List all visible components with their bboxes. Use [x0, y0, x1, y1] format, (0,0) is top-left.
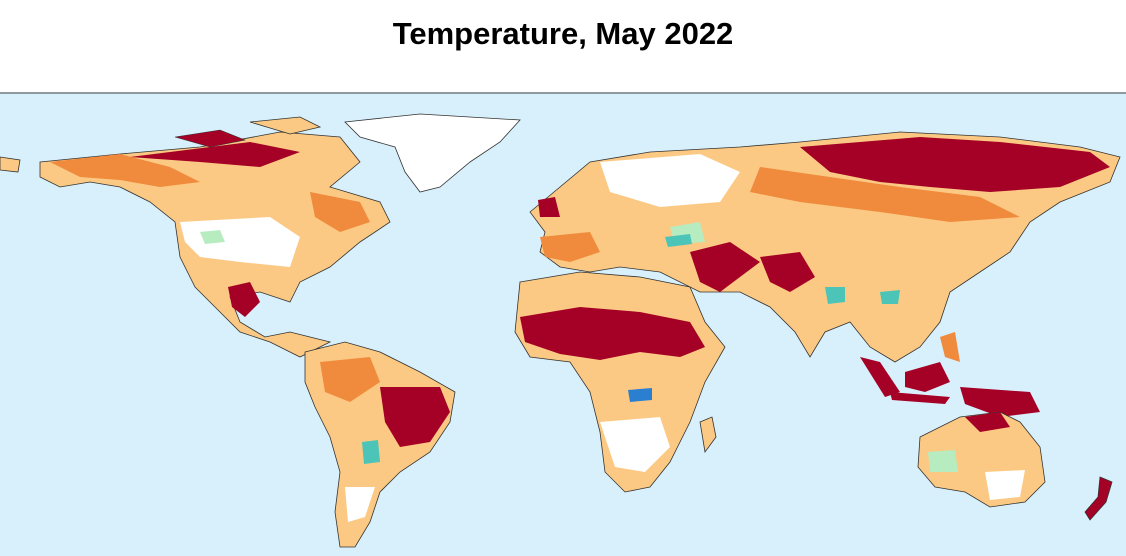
africa — [514, 271, 726, 493]
arctic-island — [174, 129, 247, 148]
south-america — [304, 341, 456, 548]
north-america — [39, 131, 391, 358]
maritime-asia — [860, 332, 1040, 417]
new-zealand — [1084, 476, 1113, 521]
arctic-island — [249, 116, 322, 135]
australia — [917, 411, 1046, 508]
eurasia — [529, 131, 1121, 363]
greenland — [344, 113, 521, 193]
world-map — [0, 92, 1126, 556]
chukotka — [0, 156, 21, 173]
map-title: Temperature, May 2022 — [392, 16, 734, 51]
